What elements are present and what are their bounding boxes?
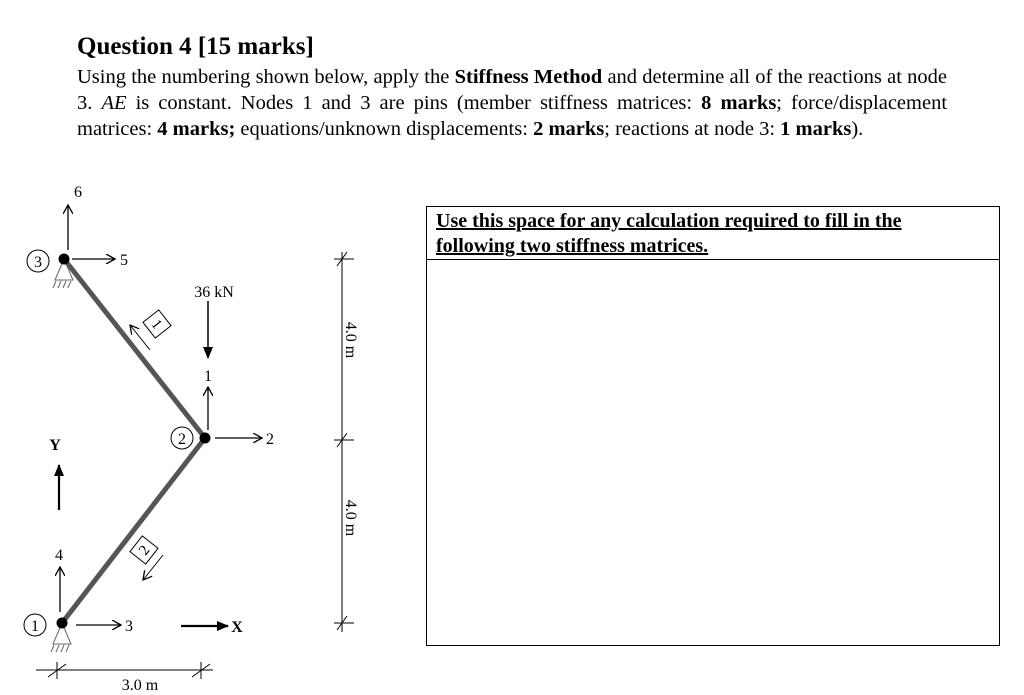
load-label: 36 kN — [194, 284, 234, 301]
node-1-label-circle — [23, 613, 47, 637]
heading-divider — [427, 259, 999, 260]
pin-support-node-1 — [50, 621, 72, 653]
dim-horizontal-label: 3.0 m — [122, 677, 159, 694]
vertical-dimension — [334, 251, 354, 632]
node-1-label: 1 — [31, 618, 39, 635]
horizontal-dimension — [36, 662, 213, 679]
member-1 — [62, 257, 207, 440]
truss-diagram: 3 2 1 6 5 1 2 4 3 36 kN 1 2 Y X 4.0 m 4.… — [23, 184, 359, 694]
dof-6-label: 6 — [74, 184, 82, 201]
dof-5-label: 5 — [120, 252, 128, 269]
dof-4-label: 4 — [55, 547, 63, 564]
member-2-tag: 2 — [129, 535, 159, 565]
dim-vertical-top-label: 4.0 m — [342, 322, 359, 359]
calculation-space-heading: Use this space for any calculation requi… — [436, 210, 902, 257]
axis-y-label: Y — [49, 437, 61, 454]
dim-vertical-bottom-label: 4.0 m — [342, 500, 359, 537]
member-1-direction-arrow — [130, 325, 151, 351]
calculation-space[interactable]: Use this space for any calculation requi… — [426, 206, 1000, 646]
dof-1-label: 1 — [204, 368, 212, 385]
member-1-tag: 1 — [142, 309, 172, 339]
question-title: Question 4 [15 marks] — [77, 33, 314, 60]
question-text: Using the numbering shown below, apply t… — [77, 66, 948, 140]
node-1-dot — [56, 617, 68, 629]
node-3-dot — [58, 253, 70, 265]
node-3-label-circle — [26, 249, 50, 273]
dof-3-label: 3 — [125, 618, 133, 635]
member-2 — [60, 436, 207, 625]
pin-support-node-3 — [52, 257, 74, 289]
node-2-label-circle — [170, 426, 194, 450]
dof-2-label: 2 — [266, 431, 274, 448]
node-2-label: 2 — [178, 431, 186, 448]
node-3-label: 3 — [34, 254, 42, 271]
member-2-direction-arrow — [143, 554, 164, 580]
axis-x-label: X — [231, 619, 243, 636]
node-2-dot — [199, 432, 211, 444]
